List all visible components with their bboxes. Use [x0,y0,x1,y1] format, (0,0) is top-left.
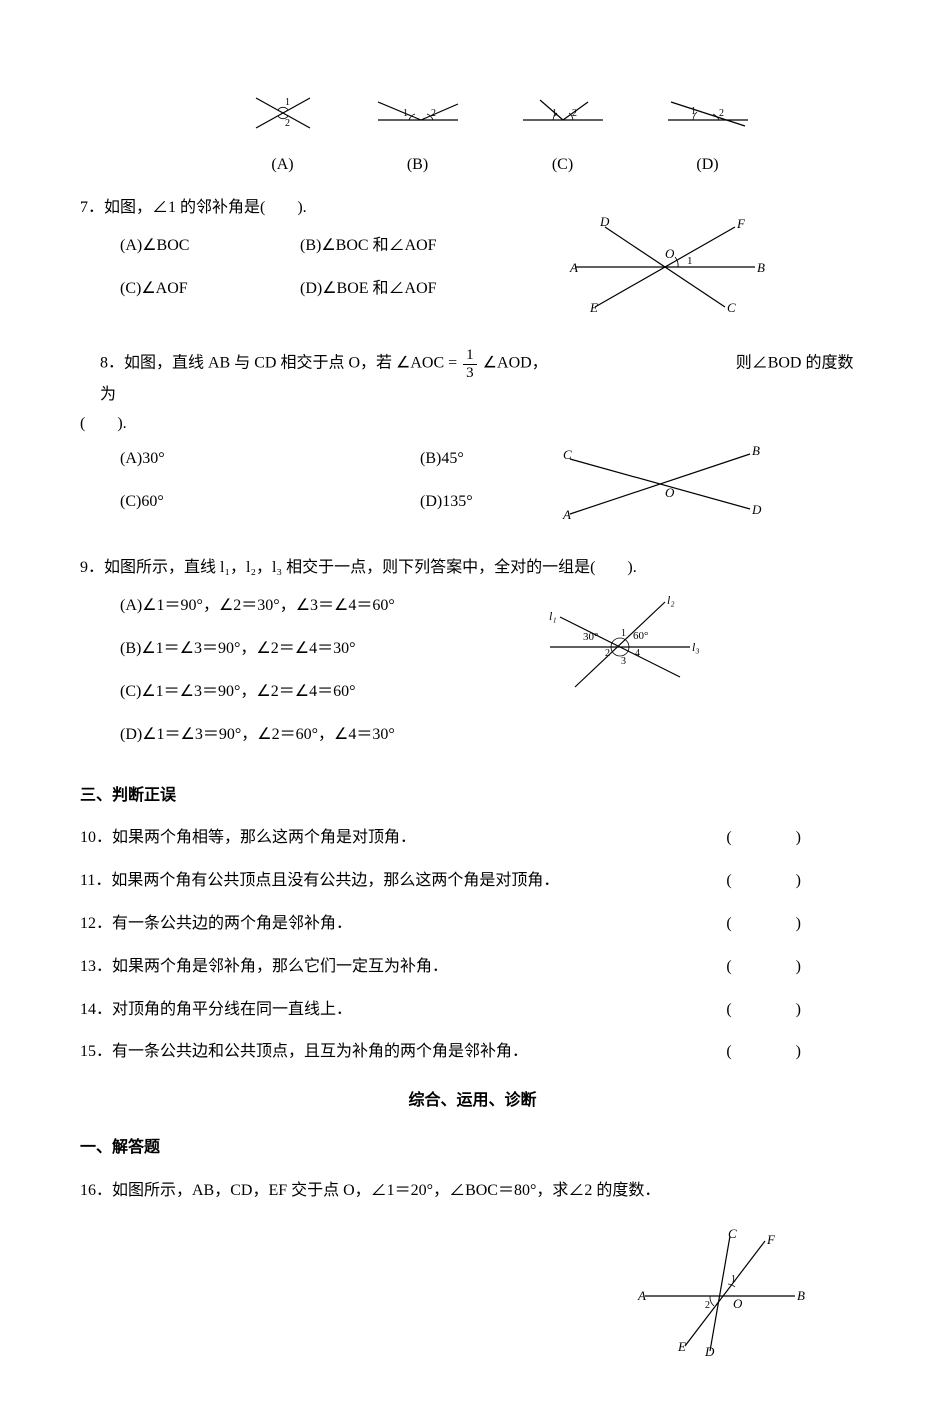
j14-row: 14．对顶角的角平分线在同一直线上． ( ) [80,996,865,1025]
opt-c-figure: 1 2 (C) [518,90,608,180]
opt-c-label: (C) [518,151,608,180]
svg-text:3: 3 [621,656,626,667]
j12-row: 12．有一条公共边的两个角是邻补角． ( ) [80,910,865,939]
svg-text:1: 1 [285,97,290,108]
opt-a-figure: 1 2 (A) [248,90,318,180]
svg-text:D: D [599,214,610,229]
svg-text:A: A [569,260,578,275]
q9-choice-d: (D)∠1＝∠3＝90°，∠2＝60°，∠4＝30° [120,721,865,750]
svg-text:F: F [766,1232,776,1247]
svg-text:60°: 60° [633,630,648,642]
svg-text:C: C [728,1226,737,1241]
q7-choice-c: (C)∠AOF [120,275,300,304]
svg-text:1: 1 [731,1274,736,1285]
section-3-heading: 三、判断正误 [80,782,865,811]
j13-row: 13．如果两个角是邻补角，那么它们一定互为补角． ( ) [80,953,865,982]
j10-paren: ( ) [726,824,865,853]
j15-paren: ( ) [726,1038,865,1067]
q8-choice-d: (D)135° [420,488,620,517]
j12-text: 12．有一条公共边的两个角是邻补角． [80,910,352,939]
j15-text: 15．有一条公共边和公共顶点，且互为补角的两个角是邻补角． [80,1038,528,1067]
svg-text:O: O [733,1296,743,1311]
svg-text:B: B [797,1288,805,1303]
svg-text:F: F [736,216,746,231]
opt-d-label: (D) [663,151,753,180]
q16-stem: 16．如图所示，AB，CD，EF 交于点 O，∠1＝20°，∠BOC＝80°，求… [80,1177,865,1206]
svg-text:2: 2 [705,1300,710,1311]
j10-text: 10．如果两个角相等，那么这两个角是对顶角． [80,824,416,853]
q9-stem: 9．如图所示，直线 l₁，l₂，l₃ 相交于一点，则下列答案中，全对的一组是( … [80,554,865,583]
q9: 9．如图所示，直线 l₁，l₂，l₃ 相交于一点，则下列答案中，全对的一组是( … [80,554,865,764]
q7-choice-a: (A)∠BOC [120,232,300,261]
svg-text:E: E [589,300,598,315]
svg-text:4: 4 [635,648,640,659]
j13-paren: ( ) [726,953,865,982]
q7-choice-b: (B)∠BOC 和∠AOF [300,232,560,261]
j15-row: 15．有一条公共边和公共顶点，且互为补角的两个角是邻补角． ( ) [80,1038,865,1067]
j11-row: 11．如果两个角有公共顶点且没有公共边，那么这两个角是对顶角． ( ) [80,867,865,896]
j11-paren: ( ) [726,867,865,896]
svg-text:D: D [704,1344,715,1356]
q9-choice-b: (B)∠1＝∠3＝90°，∠2＝∠4＝30° [120,635,865,664]
q6-option-figures: 1 2 (A) 1 2 (B) 1 2 (C) [220,90,780,180]
svg-text:B: B [757,260,765,275]
j11-text: 11．如果两个角有公共顶点且没有公共边，那么这两个角是对顶角． [80,867,559,896]
j12-paren: ( ) [726,910,865,939]
opt-a-label: (A) [248,151,318,180]
svg-text:l₂: l₂ [667,593,675,607]
svg-text:1: 1 [691,106,696,117]
svg-text:1: 1 [687,255,693,267]
svg-text:2: 2 [719,108,724,119]
q8-paren: ( ). [80,410,865,439]
q7-figure: A B C D E F O 1 [565,212,765,333]
svg-text:30°: 30° [583,631,598,643]
center-title: 综合、运用、诊断 [80,1087,865,1116]
q9-choice-a: (A)∠1＝90°，∠2＝30°，∠3＝∠4＝60° [120,592,865,621]
q8-choice-c: (C)60° [120,488,420,517]
q8: 8．如图，直线 AB 与 CD 相交于点 O，若 ∠AOC = 13 ∠AOD，… [80,347,865,539]
j14-paren: ( ) [726,996,865,1025]
q7: 7．如图，∠1 的邻补角是( ). A B C D E F O 1 (A)∠BO… [80,194,865,334]
svg-text:C: C [727,300,736,315]
svg-text:l₁: l₁ [549,609,557,623]
q16: 16．如图所示，AB，CD，EF 交于点 O，∠1＝20°，∠BOC＝80°，求… [80,1177,865,1367]
q16-figure: A B C D E F O 1 2 [635,1226,805,1367]
svg-text:E: E [677,1339,686,1354]
q8-choice-b: (B)45° [420,445,620,474]
svg-text:1: 1 [403,108,408,119]
j10-row: 10．如果两个角相等，那么这两个角是对顶角． ( ) [80,824,865,853]
svg-text:A: A [637,1288,646,1303]
q8-choice-a: (A)30° [120,445,420,474]
svg-text:B: B [752,443,760,458]
j14-text: 14．对顶角的角平分线在同一直线上． [80,996,352,1025]
svg-text:2: 2 [285,118,290,129]
section-1b-heading: 一、解答题 [80,1134,865,1163]
opt-d-figure: 1 2 (D) [663,90,753,180]
opt-b-figure: 1 2 (B) [373,90,463,180]
svg-text:D: D [751,502,762,517]
opt-b-label: (B) [373,151,463,180]
svg-text:O: O [665,485,675,500]
j13-text: 13．如果两个角是邻补角，那么它们一定互为补角． [80,953,448,982]
q8-stem: 8．如图，直线 AB 与 CD 相交于点 O，若 ∠AOC = 13 ∠AOD，… [100,347,865,410]
svg-text:2: 2 [605,648,610,659]
svg-text:l₃: l₃ [692,640,700,654]
q9-figure: l₁ l₂ l₃ 30° 60° 1 2 3 4 [535,592,705,713]
svg-text:O: O [665,246,675,261]
svg-text:1: 1 [621,628,626,639]
q9-choice-c: (C)∠1＝∠3＝90°，∠2＝∠4＝60° [120,678,865,707]
q7-choice-d: (D)∠BOE 和∠AOF [300,275,560,304]
